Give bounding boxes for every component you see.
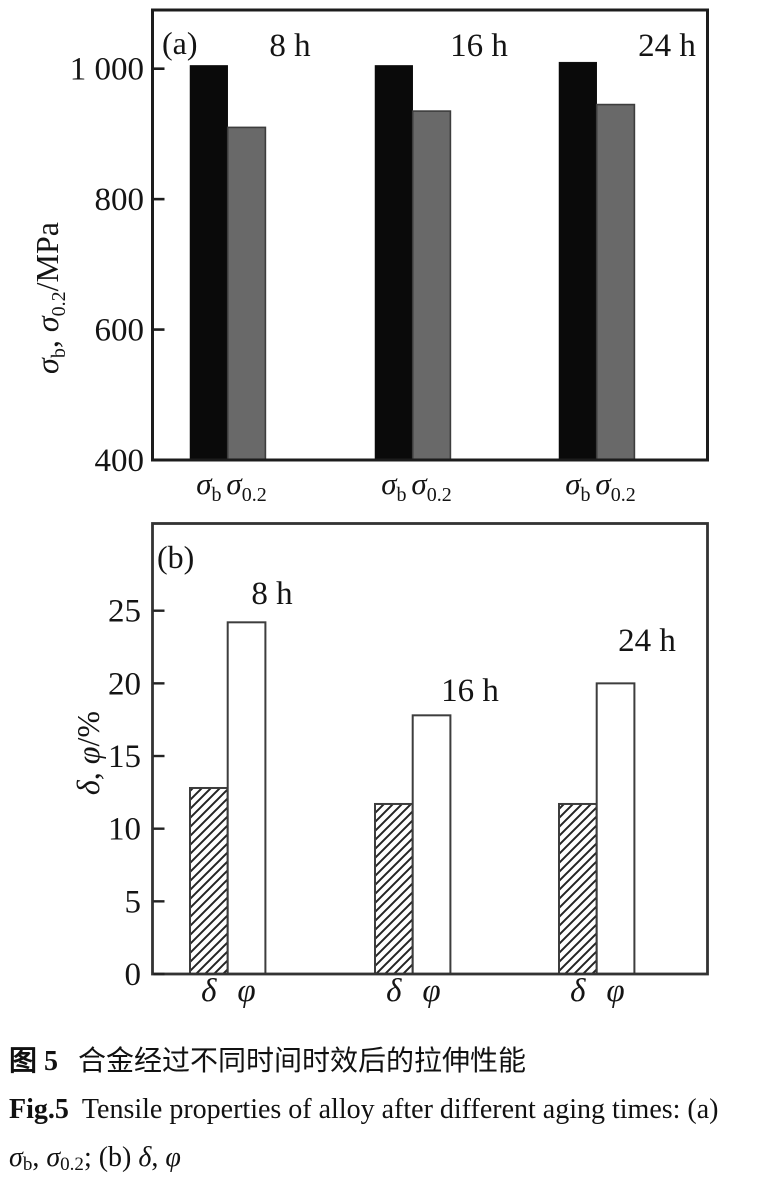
panel-label: (b) — [157, 539, 194, 575]
x-bar-label: δ — [386, 973, 402, 1009]
bar-sigma-0-2-16h — [411, 110, 452, 461]
caption-chinese-text: 合金经过不同时间时效后的拉伸性能 — [78, 1046, 527, 1077]
x-bar-label: σb — [565, 466, 590, 506]
aging-time-label: 8 h — [269, 28, 311, 64]
bar-delta-8h — [189, 786, 229, 976]
caption-english-line2: σb, σ0.2; (b) δ, φ — [9, 1142, 181, 1176]
aging-time-label: 24 h — [638, 28, 696, 64]
bar-phi-24h — [595, 682, 636, 976]
aging-time-label: 16 h — [450, 28, 508, 64]
bar-sigma-b-16h — [374, 65, 413, 461]
caption-english-label: Fig.5 — [9, 1094, 69, 1125]
caption-chinese-label: 图 5 — [9, 1046, 59, 1077]
y-tick-label: 20 — [108, 666, 141, 702]
x-bar-label: φ — [237, 973, 255, 1009]
y-tick-label: 600 — [95, 313, 145, 349]
bar-phi-8h — [226, 621, 267, 975]
y-tick-label: 1 000 — [70, 52, 144, 88]
bar-sigma-b-24h — [558, 61, 597, 461]
x-bar-label: σb — [196, 466, 221, 506]
aging-time-label: 8 h — [251, 576, 293, 612]
x-bar-label: σb — [381, 466, 406, 506]
figure-caption: 图 5 合金经过不同时间时效后的拉伸性能 Fig.5 Tensile propert… — [0, 1024, 763, 1186]
y-tick-label: 400 — [95, 443, 145, 479]
x-bar-label: δ — [201, 973, 217, 1009]
bar-sigma-0-2-24h — [595, 103, 636, 461]
x-bar-label: σ0.2 — [411, 466, 451, 506]
bar-delta-16h — [374, 802, 414, 976]
y-axis-title: δ, φ/% — [70, 711, 106, 795]
y-tick-label: 800 — [95, 182, 145, 218]
bar-phi-16h — [411, 714, 452, 975]
plot-border — [151, 8, 709, 462]
x-bar-label: σ0.2 — [595, 466, 635, 506]
caption-english-text: Tensile properties of alloy after differ… — [81, 1094, 719, 1125]
y-tick-label: 0 — [125, 957, 142, 993]
bar-sigma-b-8h — [189, 65, 228, 461]
panel-label: (a) — [162, 25, 198, 61]
x-bar-label: σ0.2 — [226, 466, 266, 506]
caption-chinese: 图 5 合金经过不同时间时效后的拉伸性能 — [9, 1038, 757, 1086]
y-tick-label: 15 — [108, 739, 141, 775]
y-tick-label: 5 — [125, 884, 142, 920]
x-bar-label: φ — [422, 973, 440, 1009]
x-bar-label: φ — [606, 973, 624, 1009]
y-tick-label: 10 — [108, 812, 141, 848]
y-axis-title: σb, σ0.2/MPa — [29, 222, 70, 374]
bar-sigma-0-2-8h — [226, 126, 267, 461]
x-bar-label: δ — [570, 973, 586, 1009]
aging-time-label: 16 h — [441, 673, 499, 709]
aging-time-label: 24 h — [618, 623, 676, 659]
bar-delta-24h — [558, 802, 598, 976]
caption-english-line1: Fig.5 Tensile properties of alloy after d… — [9, 1086, 757, 1134]
plot-border — [151, 522, 709, 976]
y-tick-label: 25 — [108, 594, 141, 630]
